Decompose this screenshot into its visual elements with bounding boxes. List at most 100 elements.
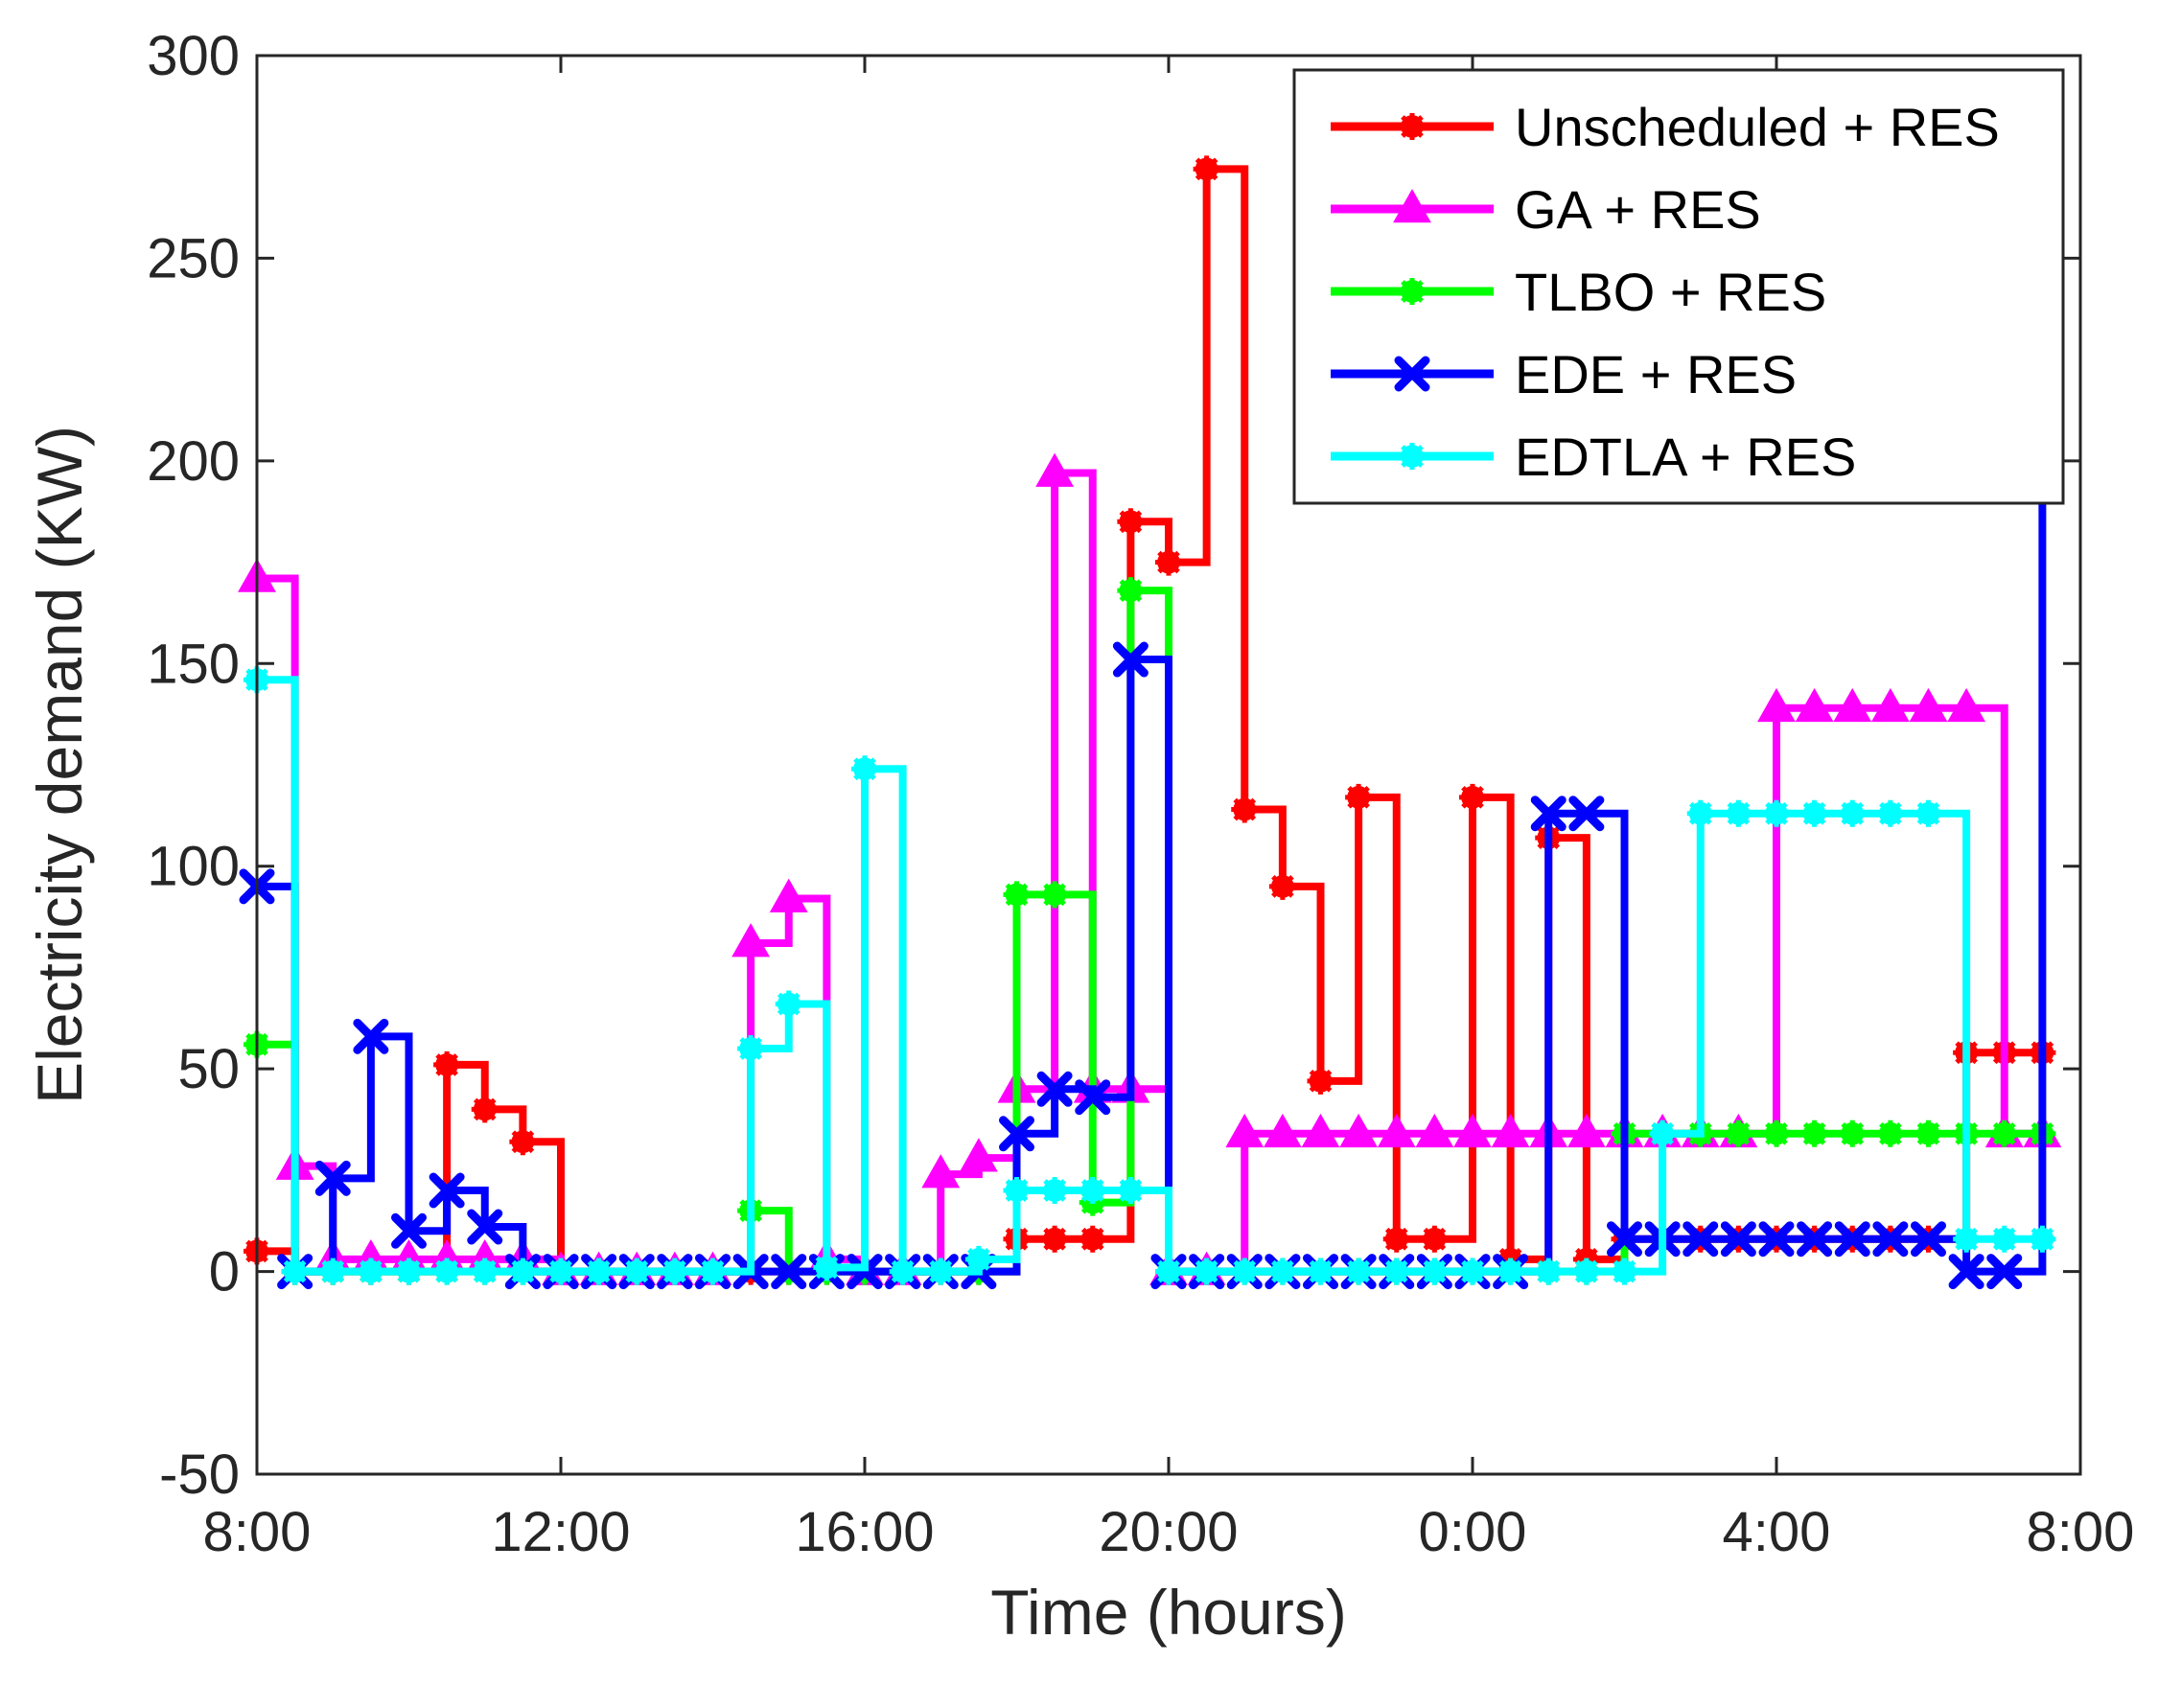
point-ga-res-marker bbox=[959, 1138, 998, 1172]
point-edtla-res-marker bbox=[2029, 1225, 2056, 1253]
point-ede-res-marker bbox=[1834, 1221, 1870, 1258]
point-unscheduled-res-marker bbox=[471, 1096, 499, 1123]
legend-marker bbox=[1399, 113, 1426, 140]
y-tick-label: 200 bbox=[147, 430, 240, 493]
point-edtla-res-marker bbox=[1497, 1258, 1524, 1285]
legend-marker bbox=[1399, 278, 1426, 305]
point-unscheduled-res-marker bbox=[1117, 508, 1145, 536]
point-unscheduled-res-marker bbox=[1193, 155, 1220, 183]
x-tick-label: 0:00 bbox=[1419, 1501, 1527, 1563]
axis-ticks bbox=[255, 54, 2082, 1476]
point-ga-res-marker bbox=[1757, 687, 1796, 723]
point-tlbo-res-marker bbox=[1914, 1119, 1942, 1147]
point-edtla-res-marker bbox=[1003, 1177, 1031, 1204]
point-edtla-res-marker bbox=[1345, 1258, 1373, 1285]
point-ga-res-marker bbox=[1870, 687, 1910, 723]
point-unscheduled-res-marker bbox=[1421, 1225, 1449, 1253]
point-ede-res-marker bbox=[1530, 796, 1566, 832]
point-edtla-res-marker bbox=[1990, 1225, 2018, 1253]
point-ede-res-marker bbox=[467, 1209, 503, 1245]
legend-item-ga-res[interactable]: GA + RES bbox=[1331, 179, 1761, 240]
point-ede-res-marker bbox=[1911, 1221, 1946, 1258]
point-edtla-res-marker bbox=[1572, 1258, 1600, 1285]
point-edtla-res-marker bbox=[1117, 1177, 1145, 1204]
legend-item-unscheduled-res[interactable]: Unscheduled + RES bbox=[1331, 97, 2000, 157]
legend[interactable]: Unscheduled + RES GA + RES TLBO + RES EDE +… bbox=[1292, 68, 2065, 505]
point-ga-res-marker bbox=[731, 923, 771, 958]
point-edtla-res-marker bbox=[661, 1258, 688, 1285]
point-unscheduled-res-marker bbox=[1231, 796, 1259, 823]
point-edtla-res-marker bbox=[1914, 799, 1942, 827]
point-edtla-res-marker bbox=[1459, 1258, 1486, 1285]
point-edtla-res-marker bbox=[964, 1245, 992, 1273]
series-edtla-res bbox=[244, 666, 2056, 1285]
y-axis-label: Electricity demand (KW) bbox=[24, 426, 95, 1104]
point-ede-res-marker bbox=[1075, 1079, 1111, 1116]
point-tlbo-res-marker bbox=[1003, 881, 1031, 909]
point-edtla-res-marker bbox=[813, 1254, 841, 1281]
point-ede-res-marker bbox=[429, 1172, 465, 1209]
point-edtla-res-marker bbox=[1155, 1258, 1182, 1285]
x-tick-label: 12:00 bbox=[491, 1501, 630, 1563]
point-edtla-res-marker bbox=[1268, 1258, 1296, 1285]
point-edtla-res-marker bbox=[1079, 1177, 1106, 1204]
legend-item-ede-res[interactable]: EDE + RES bbox=[1331, 344, 1797, 404]
point-ede-res-marker bbox=[1112, 641, 1149, 678]
point-ede-res-marker bbox=[771, 1254, 807, 1290]
point-ga-res-marker bbox=[1795, 687, 1834, 723]
legend-label: EDTLA + RES bbox=[1515, 427, 1856, 487]
legend-label: Unscheduled + RES bbox=[1515, 97, 2000, 157]
point-edtla-res-marker bbox=[1611, 1258, 1638, 1285]
point-ga-res-marker bbox=[769, 878, 808, 912]
point-edtla-res-marker bbox=[889, 1258, 917, 1285]
point-edtla-res-marker bbox=[1686, 799, 1714, 827]
legend-item-tlbo-res[interactable]: TLBO + RES bbox=[1331, 262, 1826, 322]
point-edtla-res-marker bbox=[319, 1258, 347, 1285]
point-ga-res-marker bbox=[1035, 452, 1075, 487]
point-ga-res-marker bbox=[1453, 1113, 1492, 1148]
point-ede-res-marker bbox=[314, 1160, 351, 1196]
point-unscheduled-res-marker bbox=[1155, 548, 1182, 576]
point-ede-res-marker bbox=[999, 1116, 1034, 1152]
y-tick-label: 50 bbox=[177, 1038, 240, 1100]
point-edtla-res-marker bbox=[1193, 1258, 1220, 1285]
point-edtla-res-marker bbox=[1725, 799, 1752, 827]
point-ede-res-marker bbox=[353, 1018, 389, 1054]
point-edtla-res-marker bbox=[509, 1258, 537, 1285]
point-ede-res-marker bbox=[1797, 1221, 1833, 1258]
x-tick-label: 4:00 bbox=[1723, 1501, 1831, 1563]
tick-labels: 8:00 12:00 16:00 20:00 0:00 4:00 8:00-50050100… bbox=[147, 25, 2134, 1563]
y-tick-label: 250 bbox=[147, 227, 240, 289]
point-edtla-res-marker bbox=[851, 755, 878, 783]
point-ede-res-marker bbox=[1758, 1221, 1795, 1258]
point-edtla-res-marker bbox=[737, 1035, 765, 1062]
point-tlbo-res-marker bbox=[1990, 1119, 2018, 1147]
point-edtla-res-marker bbox=[1041, 1177, 1069, 1204]
point-ga-res-marker bbox=[1263, 1113, 1302, 1148]
point-edtla-res-marker bbox=[1382, 1258, 1410, 1285]
point-unscheduled-res-marker bbox=[1041, 1225, 1069, 1253]
point-ede-res-marker bbox=[1682, 1221, 1719, 1258]
point-ede-res-marker bbox=[1036, 1071, 1073, 1107]
legend-marker bbox=[1399, 443, 1426, 470]
point-ga-res-marker bbox=[1566, 1113, 1606, 1148]
y-tick-label: 150 bbox=[147, 633, 240, 695]
point-edtla-res-marker bbox=[1876, 799, 1904, 827]
point-tlbo-res-marker bbox=[1117, 577, 1145, 605]
point-edtla-res-marker bbox=[1763, 799, 1790, 827]
point-tlbo-res-marker bbox=[1725, 1119, 1752, 1147]
point-ga-res-marker bbox=[1947, 687, 1986, 723]
plot-frame bbox=[255, 54, 2082, 1476]
point-ede-res-marker bbox=[1948, 1254, 1984, 1290]
series-layer bbox=[238, 155, 2062, 1290]
point-edtla-res-marker bbox=[1231, 1258, 1259, 1285]
legend-label: EDE + RES bbox=[1515, 344, 1797, 404]
point-ga-res-marker bbox=[1301, 1113, 1340, 1148]
point-edtla-res-marker bbox=[585, 1258, 613, 1285]
point-ga-res-marker bbox=[1225, 1113, 1265, 1148]
point-edtla-res-marker bbox=[699, 1258, 727, 1285]
point-ga-res-marker bbox=[1491, 1113, 1530, 1148]
legend-item-edtla-res[interactable]: EDTLA + RES bbox=[1331, 427, 1856, 487]
point-edtla-res-marker bbox=[927, 1258, 955, 1285]
point-unscheduled-res-marker bbox=[1307, 1067, 1334, 1095]
